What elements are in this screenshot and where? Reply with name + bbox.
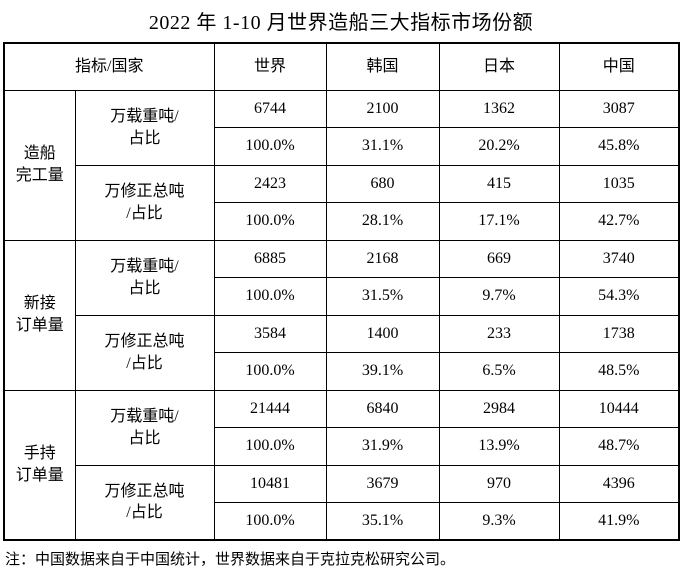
source-note: 注：中国数据来自于中国统计，世界数据来自于克拉克松研究公司。 [5,552,456,568]
table-row: 新接 订单量 万载重吨/ 占比 6885 2168 669 3740 [3,239,680,391]
share-cell: 9.3% [438,502,560,541]
metric-label-line: /占比 [126,204,163,222]
share-cell: 100.0% [213,352,327,391]
value-cell: 6840 [325,389,440,428]
metric-label-line: 万载重吨/ [110,107,179,125]
share-cell: 100.0% [213,277,327,316]
share-cell: 100.0% [213,202,327,241]
table-row: 手持 订单量 万载重吨/ 占比 21444 6840 2984 10444 [3,389,680,541]
value-cell: 21444 [213,389,327,428]
market-share-table: 指标/国家 世界 韩国 日本 中国 造船 完工量 万载重吨/ 占比 6744 2… [3,42,681,541]
metric-label-line: 万载重吨/ [110,257,179,275]
metric-label-line: 万修正总吨 [104,182,185,200]
corner-header-cell: 指标/国家 [3,42,215,91]
share-cell: 42.7% [558,202,680,241]
value-cell: 680 [325,164,440,203]
group-label-cell: 新接 订单量 [3,239,76,391]
share-cell: 48.7% [558,427,680,466]
table-row: 造船 完工量 万载重吨/ 占比 6744 2100 1362 3087 [3,89,680,241]
metric-label-cell: 万修正总吨 /占比 [74,464,215,541]
metric-label-cell: 万载重吨/ 占比 [74,239,215,316]
value-cell: 3740 [558,239,680,278]
metric-label-line: 万载重吨/ [110,407,179,425]
value-cell: 3087 [558,89,680,128]
metric-label-line: 占比 [128,279,161,297]
table-row: 万修正总吨 /占比 2423 680 415 1035 [4,164,680,241]
share-cell: 20.2% [438,127,560,166]
metric-label-line: 万修正总吨 [104,482,185,500]
group-label-cell: 造船 完工量 [3,89,76,241]
metric-label-line: 万修正总吨 [104,332,185,350]
value-cell: 2984 [438,389,560,428]
share-cell: 6.5% [438,352,560,391]
group-label-line: 完工量 [15,167,64,184]
share-cell: 100.0% [213,127,327,166]
metric-label-cell: 万修正总吨 /占比 [74,314,215,391]
value-cell: 1035 [558,164,680,203]
page-title: 2022 年 1-10 月世界造船三大指标市场份额 [148,12,534,34]
value-cell: 2423 [213,164,327,203]
metric-label-line: 占比 [128,429,161,447]
share-cell: 13.9% [438,427,560,466]
group-label-line: 造船 [23,145,56,163]
table-row: 100.0% 28.1% 17.1% 42.7% [4,202,680,241]
value-cell: 2168 [325,239,440,278]
table-row: 100.0% 39.1% 6.5% 48.5% [4,352,680,391]
share-cell: 9.7% [438,277,560,316]
group-label-cell: 手持 订单量 [3,389,76,541]
share-cell: 31.1% [325,127,440,166]
value-cell: 6885 [213,239,327,278]
value-cell: 233 [438,314,560,353]
value-cell: 1738 [558,314,680,353]
column-header-japan: 日本 [438,42,560,91]
table-header-row: 指标/国家 世界 韩国 日本 中国 [3,42,680,91]
share-cell: 48.5% [558,352,680,391]
metric-label-line: 占比 [128,129,161,147]
value-cell: 669 [438,239,560,278]
share-cell: 45.8% [558,127,680,166]
share-cell: 17.1% [438,202,560,241]
value-cell: 3679 [325,464,440,503]
value-cell: 970 [438,464,560,503]
value-cell: 4396 [558,464,680,503]
share-cell: 28.1% [325,202,440,241]
value-cell: 1400 [325,314,440,353]
table-row: 100.0% 35.1% 9.3% 41.9% [4,502,680,541]
share-cell: 100.0% [213,427,327,466]
share-cell: 31.9% [325,427,440,466]
group-label-line: 订单量 [15,466,64,484]
metric-label-cell: 万载重吨/ 占比 [74,89,215,166]
value-cell: 10481 [213,464,327,503]
share-cell: 100.0% [213,502,327,541]
table-row: 万修正总吨 /占比 10481 3679 970 4396 [4,464,680,541]
group-label-line: 订单量 [15,317,64,334]
value-cell: 2100 [325,89,440,128]
share-cell: 35.1% [325,502,440,541]
metric-label-line: /占比 [126,354,163,372]
share-cell: 41.9% [558,502,680,541]
column-header-korea: 韩国 [325,42,440,91]
table-row: 万修正总吨 /占比 3584 1400 233 1738 [4,314,680,391]
table-row: 100.0% 31.5% 9.7% 54.3% [4,277,680,316]
value-cell: 10444 [558,389,680,428]
column-header-world: 世界 [213,42,327,91]
group-label-line: 手持 [23,445,56,463]
share-cell: 31.5% [325,277,440,316]
share-cell: 54.3% [558,277,680,316]
column-header-china: 中国 [558,42,680,91]
table-row: 100.0% 31.9% 13.9% 48.7% [4,427,680,466]
group-label-line: 新接 [23,295,56,313]
metric-label-cell: 万载重吨/ 占比 [74,389,215,466]
share-cell: 39.1% [325,352,440,391]
metric-label-cell: 万修正总吨 /占比 [74,164,215,241]
value-cell: 6744 [213,89,327,128]
table-row: 100.0% 31.1% 20.2% 45.8% [4,127,680,166]
value-cell: 1362 [438,89,560,128]
metric-label-line: /占比 [126,504,163,522]
value-cell: 3584 [213,314,327,353]
value-cell: 415 [438,164,560,203]
